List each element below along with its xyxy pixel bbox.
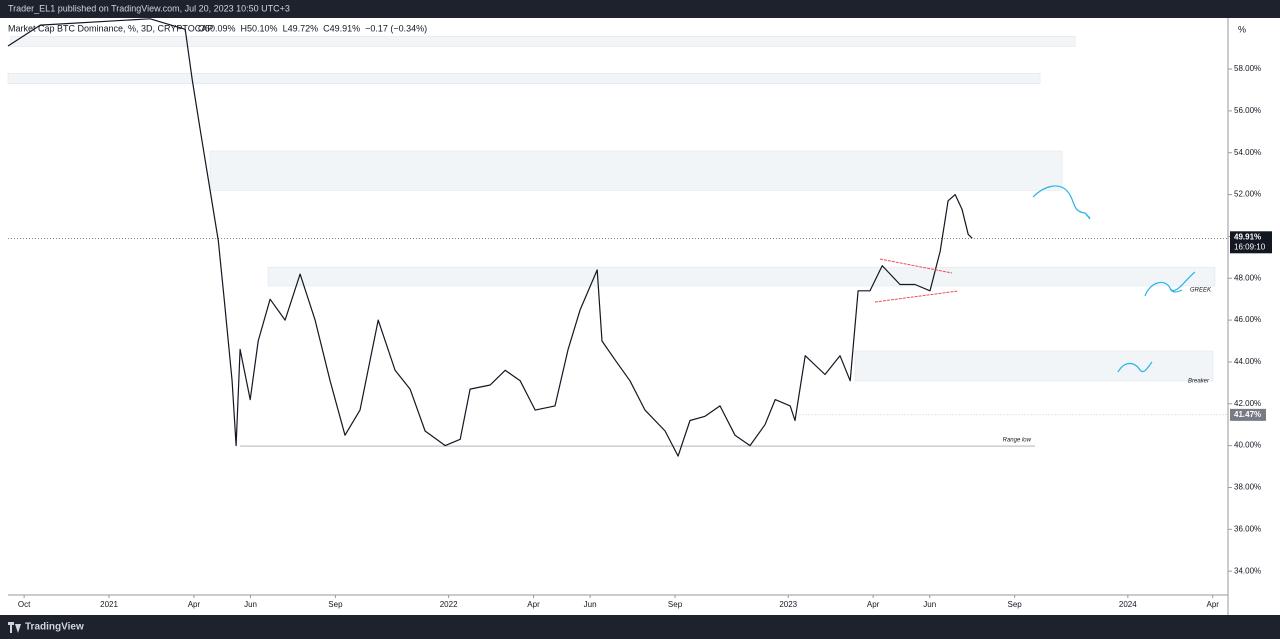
brand: TradingView [25, 622, 84, 633]
unit-label: % [1238, 24, 1246, 34]
ohlc-value: H50.10% [241, 23, 278, 33]
x-tick-label: 2024 [1119, 600, 1137, 609]
x-tick-label: 2022 [440, 600, 458, 609]
ohlc-value: O50.09% [198, 23, 236, 33]
zone-label: GREEK [1190, 288, 1212, 294]
top-bar [0, 0, 1280, 18]
plot: GREEK Breaker Range low [7, 18, 1228, 457]
x-tick-label: Apr [527, 600, 540, 609]
bottom-bar [0, 615, 1280, 639]
y-tick-label: 52.00% [1234, 190, 1261, 199]
zone [10, 36, 1076, 47]
level-label: 41.47% [1234, 410, 1261, 419]
y-tick-label: 42.00% [1234, 399, 1261, 408]
y-tick-label: 36.00% [1234, 524, 1261, 533]
zone-label: Breaker [1188, 379, 1210, 385]
zone [854, 350, 1214, 382]
x-tick-label: Apr [867, 600, 880, 609]
y-tick-label: 58.00% [1234, 64, 1261, 73]
x-tick-label: Oct [18, 600, 31, 609]
x-tick-label: Sep [328, 600, 343, 609]
chart-area [0, 18, 1280, 615]
x-tick-label: Jun [244, 600, 257, 609]
y-tick-label: 56.00% [1234, 106, 1261, 115]
logo [8, 622, 21, 633]
publisher: Trader_EL1 published on TradingView.com,… [8, 3, 290, 13]
x-tick-label: Apr [188, 600, 201, 609]
x-tick-label: 2021 [100, 600, 118, 609]
y-tick-label: 54.00% [1234, 148, 1261, 157]
y-tick-label: 44.00% [1234, 357, 1261, 366]
x-tick-label: Jun [584, 600, 597, 609]
x-tick-label: 2023 [779, 600, 797, 609]
x-tick-label: Apr [1206, 600, 1219, 609]
zone [209, 150, 1063, 191]
y-tick-label: 46.00% [1234, 315, 1261, 324]
x-tick-label: Sep [668, 600, 683, 609]
y-tick-label: 48.00% [1234, 273, 1261, 282]
last-price-tag [1230, 231, 1272, 254]
zone [7, 72, 1041, 84]
y-tick-label: 34.00% [1234, 566, 1261, 575]
ohlc-value: −0.17 (−0.34%) [365, 23, 427, 33]
countdown: 16:09:10 [1234, 242, 1266, 251]
y-tick-label: 38.00% [1234, 483, 1261, 492]
x-tick-label: Sep [1008, 600, 1023, 609]
y-tick-label: 40.00% [1234, 441, 1261, 450]
chart-title: Market Cap BTC Dominance, %, 3D, CRYPTOC… [8, 23, 213, 33]
price-line [7, 18, 973, 457]
zone [267, 266, 1216, 287]
level-tag [1230, 408, 1266, 421]
ohlc-value: L49.72% [283, 23, 319, 33]
drawing [1117, 361, 1153, 373]
ohlc-value: C49.91% [323, 23, 360, 33]
drawing [1032, 185, 1091, 220]
x-tick-label: Jun [923, 600, 936, 609]
triangle [874, 258, 959, 303]
range-low-label: Range low [1003, 438, 1032, 444]
drawing [1144, 271, 1196, 297]
last-price-label: 49.91% [1234, 232, 1261, 241]
